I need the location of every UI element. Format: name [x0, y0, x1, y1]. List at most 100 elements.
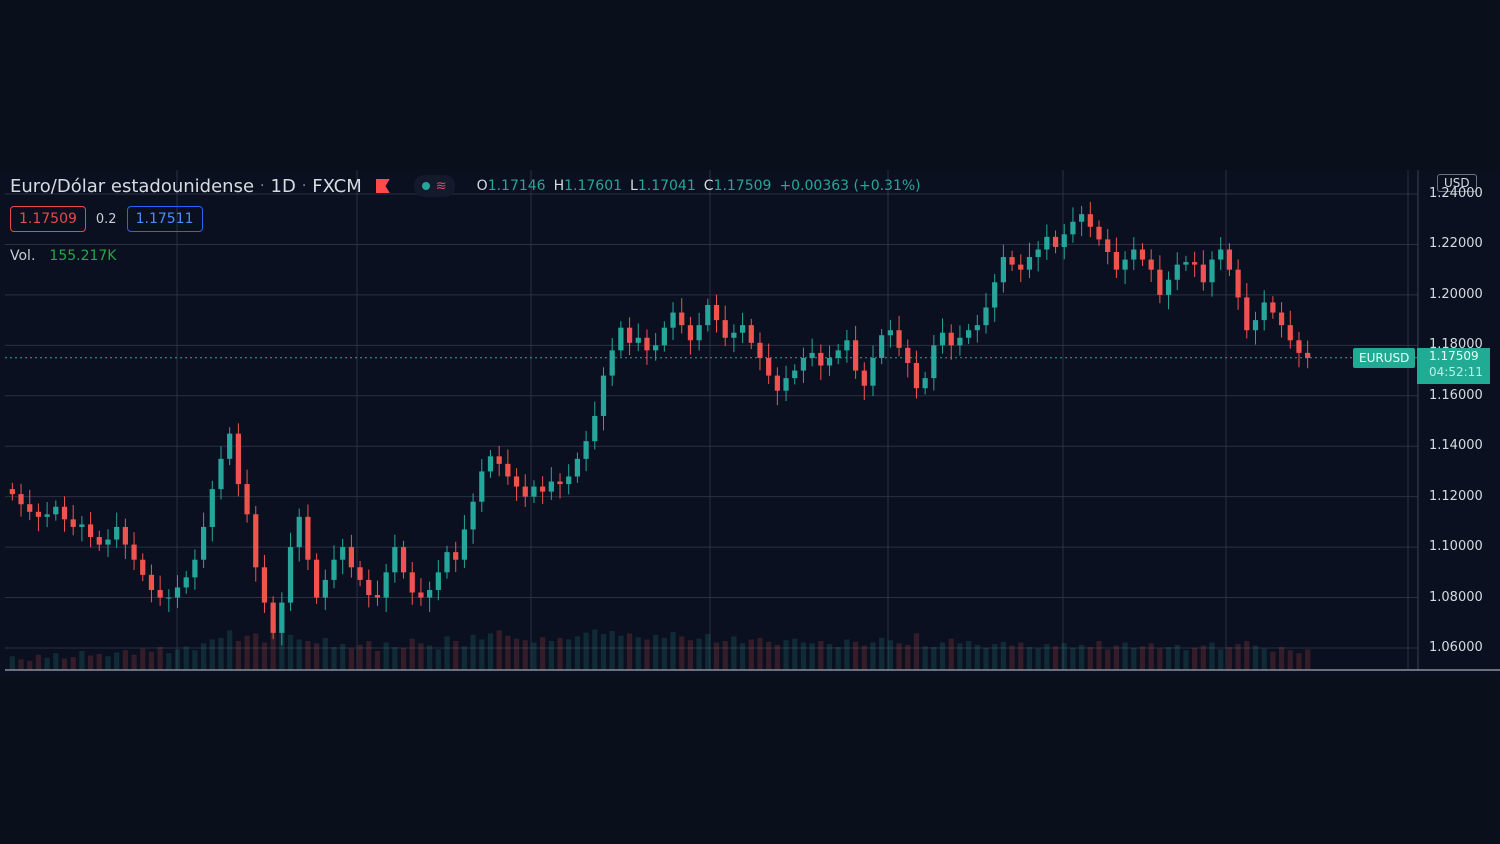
candle [200, 512, 207, 569]
candle-body [783, 378, 789, 391]
volume-bar [1261, 648, 1267, 670]
interval-label[interactable]: 1D [270, 175, 296, 197]
candle [1009, 250, 1015, 271]
volume-value: 155.217K [49, 248, 117, 264]
volume-bar [1270, 651, 1276, 670]
volume-bar [992, 644, 998, 670]
candle [296, 508, 302, 562]
volume-bar [522, 640, 528, 670]
volume-bar [644, 639, 650, 670]
indicator-toggles[interactable]: ≋ [413, 175, 455, 197]
candle-body [1287, 325, 1293, 341]
candle [1305, 340, 1311, 369]
candle-body [879, 335, 885, 358]
volume-bar [87, 655, 94, 670]
chart-panel[interactable]: Euro/Dólar estadounidense · 1D · FXCM ≋ … [0, 170, 1500, 675]
candle [140, 553, 146, 582]
volume-bar [653, 634, 659, 670]
candle-body [739, 325, 746, 333]
candle-body [1122, 259, 1128, 270]
candle [157, 575, 163, 606]
candle [826, 345, 833, 376]
candle-body [1157, 269, 1163, 295]
volume-bar [679, 636, 685, 670]
candle-body [731, 332, 737, 338]
candle-body [1296, 340, 1302, 353]
volume-bar [227, 630, 233, 670]
candle [800, 347, 807, 383]
candle-body [844, 340, 850, 351]
volume-bar [1278, 647, 1285, 670]
candle-body [322, 579, 328, 598]
volume-bar [696, 638, 702, 670]
candle [531, 480, 537, 503]
candle-body [1165, 279, 1172, 295]
volume-bar [1070, 647, 1076, 670]
wave-icon[interactable]: ≋ [435, 178, 447, 194]
candle-body [1139, 249, 1146, 260]
candle [739, 312, 746, 344]
candle-body [618, 327, 624, 351]
candle-body [852, 340, 859, 371]
candle [183, 571, 189, 594]
candle [1235, 259, 1241, 310]
volume-bar [809, 643, 815, 670]
candle [896, 315, 902, 357]
candle [653, 332, 659, 361]
y-tick-label: 1.16000 [1429, 387, 1483, 403]
volume-bar [1026, 647, 1033, 670]
candle [44, 501, 50, 528]
y-tick-label: 1.14000 [1429, 438, 1483, 454]
candle [1096, 220, 1102, 246]
candle-body [1096, 226, 1102, 240]
volume-bar [131, 654, 137, 670]
candle-body [296, 516, 302, 548]
volume-bar [800, 642, 807, 670]
candle-body [35, 511, 42, 517]
candle-body [766, 357, 772, 376]
candle [913, 350, 920, 399]
sell-button[interactable]: 1.17509 [10, 206, 86, 232]
candle-body [531, 486, 537, 497]
buy-button[interactable]: 1.17511 [126, 206, 203, 232]
candle-body [366, 579, 372, 596]
candle [1035, 241, 1041, 272]
volume-bar [1226, 647, 1233, 670]
candle [61, 496, 68, 532]
y-tick-label: 1.06000 [1429, 640, 1483, 655]
currency-badge[interactable]: USD [1437, 174, 1477, 192]
candle-body [1009, 257, 1015, 265]
candle-body [653, 345, 659, 351]
candle-body [183, 577, 189, 588]
volume-bar [174, 649, 181, 670]
volume-bar [1287, 650, 1293, 670]
candle-body [200, 526, 207, 560]
flag-icon[interactable] [376, 179, 390, 193]
candle-body [557, 481, 563, 485]
candle-body [1131, 249, 1137, 260]
symbol-name[interactable]: Euro/Dólar estadounidense [10, 175, 255, 197]
candle [1105, 229, 1111, 265]
dot-icon[interactable] [421, 182, 430, 190]
volume-bar [1139, 646, 1146, 670]
candle [731, 324, 737, 353]
candle-body [809, 352, 815, 358]
volume-bar [218, 637, 224, 670]
volume-bar [1200, 645, 1206, 670]
candle-body [279, 602, 285, 633]
candle [261, 554, 268, 613]
candle-body [148, 574, 155, 590]
volume-bar [792, 638, 798, 670]
candle [661, 321, 667, 352]
candle [1296, 331, 1302, 368]
volume-bar [705, 634, 711, 670]
candle-body [1183, 262, 1189, 265]
candle-body [931, 345, 937, 379]
volume-bar [61, 658, 68, 670]
volume-bar [279, 631, 285, 670]
candle [783, 365, 789, 402]
price-chart[interactable] [0, 170, 1500, 675]
candle-body [1209, 259, 1215, 283]
candle [1226, 243, 1233, 276]
candle [1018, 254, 1024, 283]
